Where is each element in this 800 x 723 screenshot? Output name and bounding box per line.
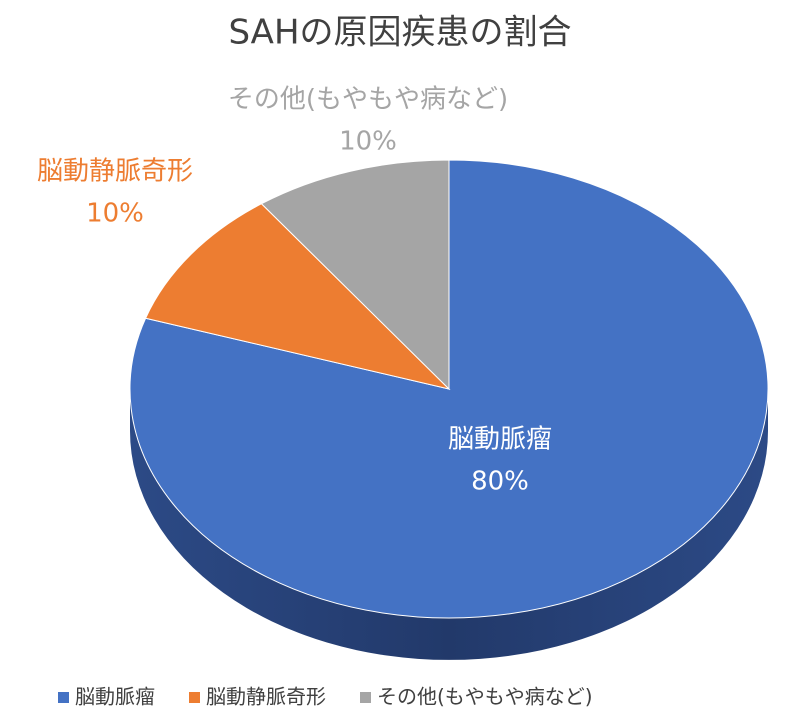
legend-swatch [360,692,371,703]
data-label-value: 10% [339,127,397,157]
legend-label: その他(もやもや病など) [377,685,593,709]
data-label-value: 80% [471,467,529,497]
data-label-name: その他(もやもや病など) [228,85,508,115]
pie-slice [129,159,769,619]
pie-side [130,389,768,660]
chart-title: SAHの原因疾患の割合 [228,13,571,53]
pie-slice [144,203,451,390]
data-label-value: 10% [86,199,144,229]
pie-slice [260,159,450,391]
legend-label: 脳動脈瘤 [75,685,155,709]
legend-swatch [58,692,69,703]
data-label-name: 脳動静脈奇形 [37,157,193,187]
data-label-name: 脳動脈瘤 [448,425,552,455]
legend-swatch [189,692,200,703]
legend-label: 脳動静脈奇形 [206,685,326,709]
